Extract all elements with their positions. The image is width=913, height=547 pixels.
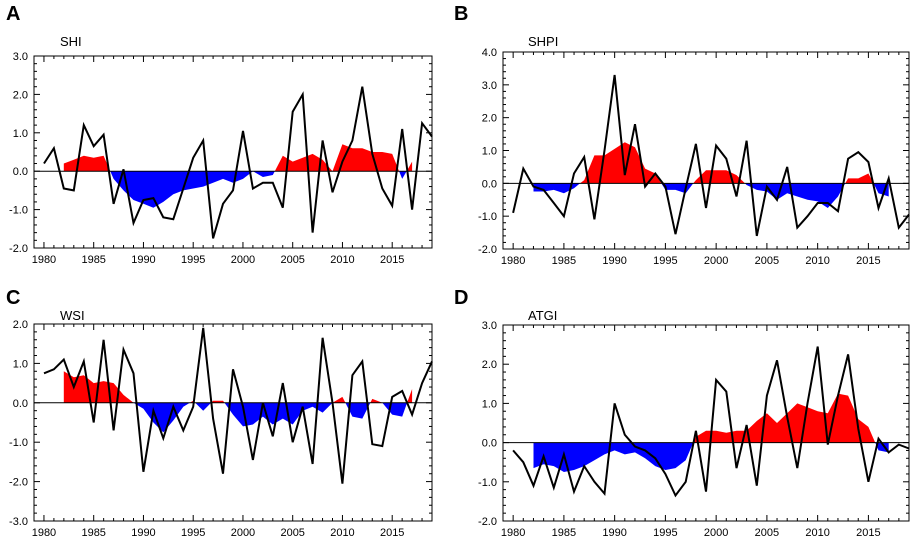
panel-title-shpi: SHPI [528, 34, 558, 49]
panel-c: C WSI -3.0 -2.0 -1.0 0.0 1.0 2.0 1980 1985 1990 1… [6, 287, 433, 539]
panel-letter-a: A [6, 3, 20, 25]
shi-ytick-label: 1.0 [13, 128, 28, 140]
atgi-series-line [512, 346, 910, 498]
shi-xtick-label: 2000 [231, 254, 255, 266]
panel-title-wsi: WSI [60, 308, 85, 323]
shi-xtick-label: 1990 [131, 254, 155, 266]
shi-positive-fill [63, 144, 413, 172]
shpi-xtick-label: 1990 [602, 255, 626, 267]
panel-a: A SHI -2.0 -1.0 0.0 1.0 2.0 3.0 1980 1985 1990 19… [6, 3, 433, 266]
wsi-ytick-label: 0.0 [13, 398, 28, 410]
shi-xtick-label: 1995 [181, 254, 205, 266]
wsi-xtick-label: 2010 [330, 527, 354, 539]
atgi-ytick-label: -2.0 [478, 516, 497, 528]
shpi-ytick-label: -1.0 [478, 211, 497, 223]
shpi-xtick-label: 1995 [653, 255, 677, 267]
wsi-xtick-label: 1995 [181, 527, 205, 539]
wsi-ytick-label: -2.0 [9, 477, 28, 489]
shi-series-line [43, 86, 433, 239]
shpi-xtick-label: 2010 [805, 255, 829, 267]
plot-area-atgi: -2.0 -1.0 0.0 1.0 2.0 3.0 1980 1985 1990 1995 2000… [478, 320, 910, 539]
atgi-xtick-label: 2005 [755, 527, 779, 539]
wsi-negative-fill [63, 402, 413, 433]
atgi-ytick-label: -1.0 [478, 477, 497, 489]
panel-letter-d: D [454, 287, 468, 309]
atgi-ytick-label: 2.0 [482, 359, 497, 371]
shi-xtick-label: 2010 [330, 254, 354, 266]
atgi-xtick-label: 2010 [805, 527, 829, 539]
wsi-xtick-label: 1985 [81, 527, 105, 539]
wsi-xtick-label: 1980 [32, 527, 56, 539]
wsi-series-line [43, 327, 433, 484]
shpi-ytick-label: 0.0 [482, 178, 497, 190]
shi-ytick-label: 2.0 [13, 89, 28, 101]
shi-ytick-label: -2.0 [9, 243, 28, 255]
shpi-series-line [512, 74, 910, 237]
wsi-ytick-label: -3.0 [9, 516, 28, 528]
shi-xtick-label: 2015 [380, 254, 404, 266]
panel-title-shi: SHI [60, 34, 82, 49]
plot-area-shpi: -2.0 -1.0 0.0 1.0 2.0 3.0 4.0 1980 1985 1990 1995 2… [478, 47, 910, 267]
wsi-ytick-label: 1.0 [13, 358, 28, 370]
wsi-xtick-label: 1990 [131, 527, 155, 539]
shpi-ytick-label: 3.0 [482, 80, 497, 92]
shpi-ytick-label: 2.0 [482, 113, 497, 125]
atgi-xtick-label: 1980 [501, 527, 525, 539]
shpi-xtick-label: 2000 [704, 255, 728, 267]
shpi-plot-frame [502, 51, 910, 250]
plot-area-shi: -2.0 -1.0 0.0 1.0 2.0 3.0 1980 1985 1990 1995 2000… [9, 51, 433, 266]
atgi-positive-fill [533, 393, 889, 443]
shpi-negative-fill [533, 183, 889, 208]
panel-title-atgi: ATGI [528, 308, 557, 323]
shi-negative-fill [63, 171, 413, 208]
wsi-positive-fill [63, 371, 413, 403]
wsi-xtick-label: 2005 [280, 527, 304, 539]
atgi-ytick-label: 0.0 [482, 438, 497, 450]
wsi-xtick-label: 2015 [380, 527, 404, 539]
shpi-ytick-label: -2.0 [478, 244, 497, 256]
shi-xtick-label: 1980 [32, 254, 56, 266]
shi-ytick-label: -1.0 [9, 205, 28, 217]
panel-letter-c: C [6, 287, 20, 309]
shi-ytick-label: 3.0 [13, 51, 28, 63]
panel-d: D ATGI -2.0 -1.0 0.0 1.0 2.0 3.0 1980 1985 1990 1… [454, 287, 910, 539]
atgi-xtick-label: 2015 [856, 527, 880, 539]
atgi-xtick-label: 1995 [653, 527, 677, 539]
shpi-xtick-label: 2015 [856, 255, 880, 267]
atgi-ytick-label: 3.0 [482, 320, 497, 332]
shpi-xtick-label: 1980 [501, 255, 525, 267]
shi-xtick-label: 2005 [280, 254, 304, 266]
atgi-negative-fill [533, 442, 889, 472]
wsi-ytick-label: 2.0 [13, 319, 28, 331]
shpi-ytick-label: 4.0 [482, 47, 497, 59]
wsi-xtick-label: 2000 [231, 527, 255, 539]
atgi-xtick-label: 2000 [704, 527, 728, 539]
shi-xtick-label: 1985 [81, 254, 105, 266]
atgi-ytick-label: 1.0 [482, 398, 497, 410]
shi-ytick-label: 0.0 [13, 166, 28, 178]
shpi-ytick-label: 1.0 [482, 146, 497, 158]
shpi-xtick-label: 2005 [755, 255, 779, 267]
panel-letter-b: B [454, 3, 468, 25]
atgi-xtick-label: 1985 [552, 527, 576, 539]
panel-b: B SHPI -2.0 -1.0 0.0 1.0 2.0 3.0 4.0 1980 1985 19… [454, 3, 910, 267]
shpi-xtick-label: 1985 [552, 255, 576, 267]
atgi-xtick-label: 1990 [602, 527, 626, 539]
wsi-ytick-label: -1.0 [9, 437, 28, 449]
plot-area-wsi: -3.0 -2.0 -1.0 0.0 1.0 2.0 1980 1985 1990 1995 200… [9, 319, 433, 539]
